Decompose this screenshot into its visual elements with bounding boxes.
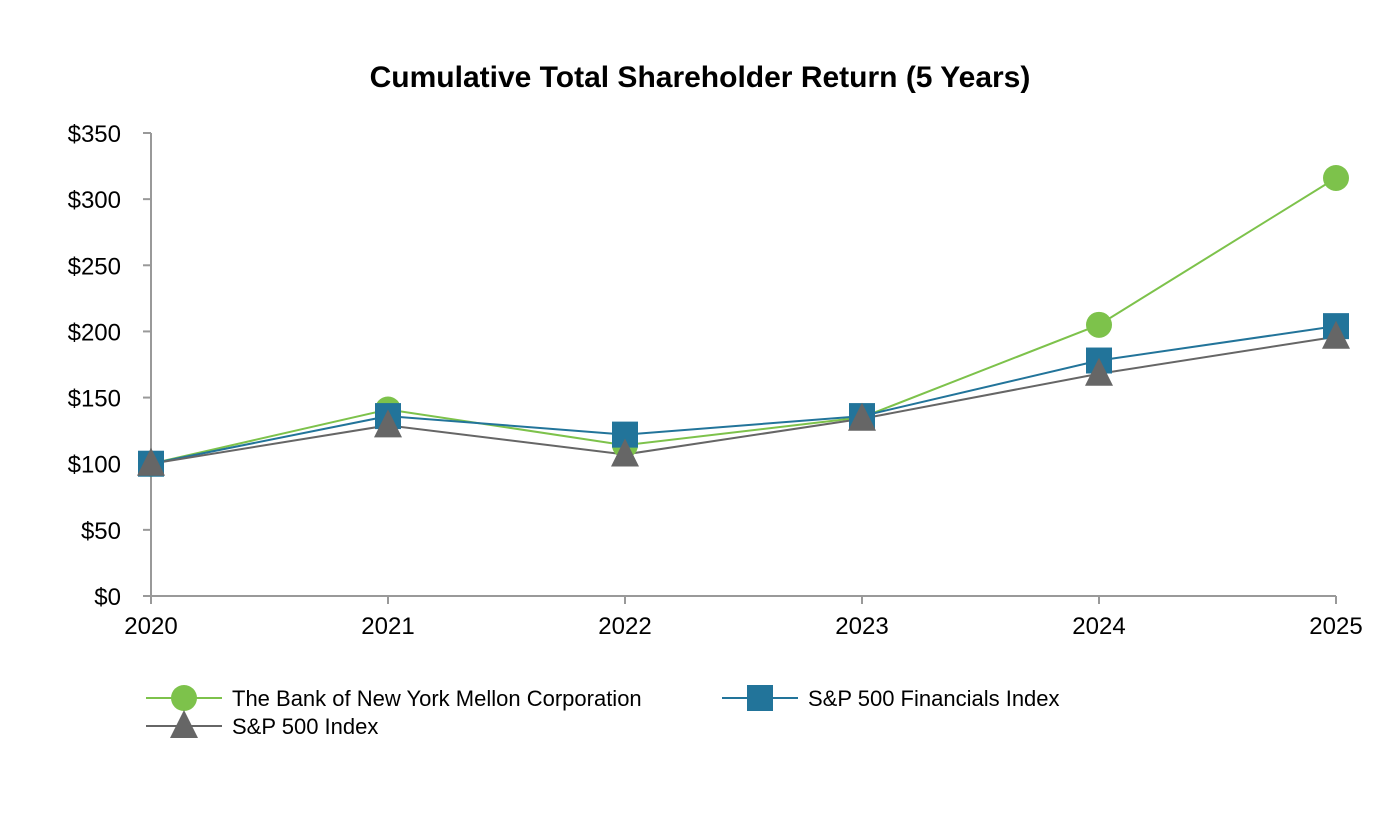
- legend-marker: [170, 710, 198, 738]
- legend-label: The Bank of New York Mellon Corporation: [232, 686, 642, 711]
- legend-item: S&P 500 Financials Index: [722, 685, 1060, 711]
- series-line-2: [150, 325, 1337, 465]
- y-tick-label: $350: [68, 121, 121, 148]
- y-tick-label: $150: [68, 386, 121, 413]
- y-tick-label: $200: [68, 319, 121, 346]
- legend-item: The Bank of New York Mellon Corporation: [146, 685, 642, 711]
- x-tick-label: 2024: [1072, 613, 1125, 640]
- axes: $0 $50 $100 $150 $200 $250 $300 $350 2020 2021 202…: [68, 121, 1363, 640]
- y-tick-label: $250: [68, 253, 121, 280]
- y-tick-label: $50: [81, 518, 121, 545]
- series-3-point: [1322, 320, 1350, 349]
- legend-marker: [747, 685, 773, 711]
- x-tick-label: 2022: [598, 613, 651, 640]
- series-3-point: [374, 409, 402, 438]
- x-tick-label: 2021: [361, 613, 414, 640]
- legend-label: S&P 500 Index: [232, 714, 378, 739]
- x-tick-label: 2023: [835, 613, 888, 640]
- series-3-point: [137, 447, 165, 476]
- y-tick-label: $300: [68, 187, 121, 214]
- y-tick-label: $100: [68, 452, 121, 479]
- series-1-point: [1323, 164, 1349, 191]
- legend-marker: [171, 685, 197, 711]
- y-tick-label: $0: [94, 584, 121, 611]
- series-markers: [137, 164, 1350, 477]
- legend-label: S&P 500 Financials Index: [808, 686, 1060, 711]
- series-line-1: [150, 177, 1337, 465]
- series-line-3: [150, 335, 1337, 465]
- series-3-point: [611, 438, 639, 467]
- legend-item: S&P 500 Index: [146, 710, 378, 739]
- series-3-point: [848, 402, 876, 431]
- x-tick-label: 2025: [1309, 613, 1362, 640]
- series-1-point: [1086, 311, 1112, 338]
- legend: The Bank of New York Mellon Corporation S…: [146, 685, 1060, 739]
- plot-area: [137, 164, 1350, 477]
- chart-title: Cumulative Total Shareholder Return (5 Y…: [370, 61, 1031, 94]
- series-lines: [150, 177, 1337, 465]
- series-3-point: [1085, 357, 1113, 386]
- x-tick-label: 2020: [124, 613, 177, 640]
